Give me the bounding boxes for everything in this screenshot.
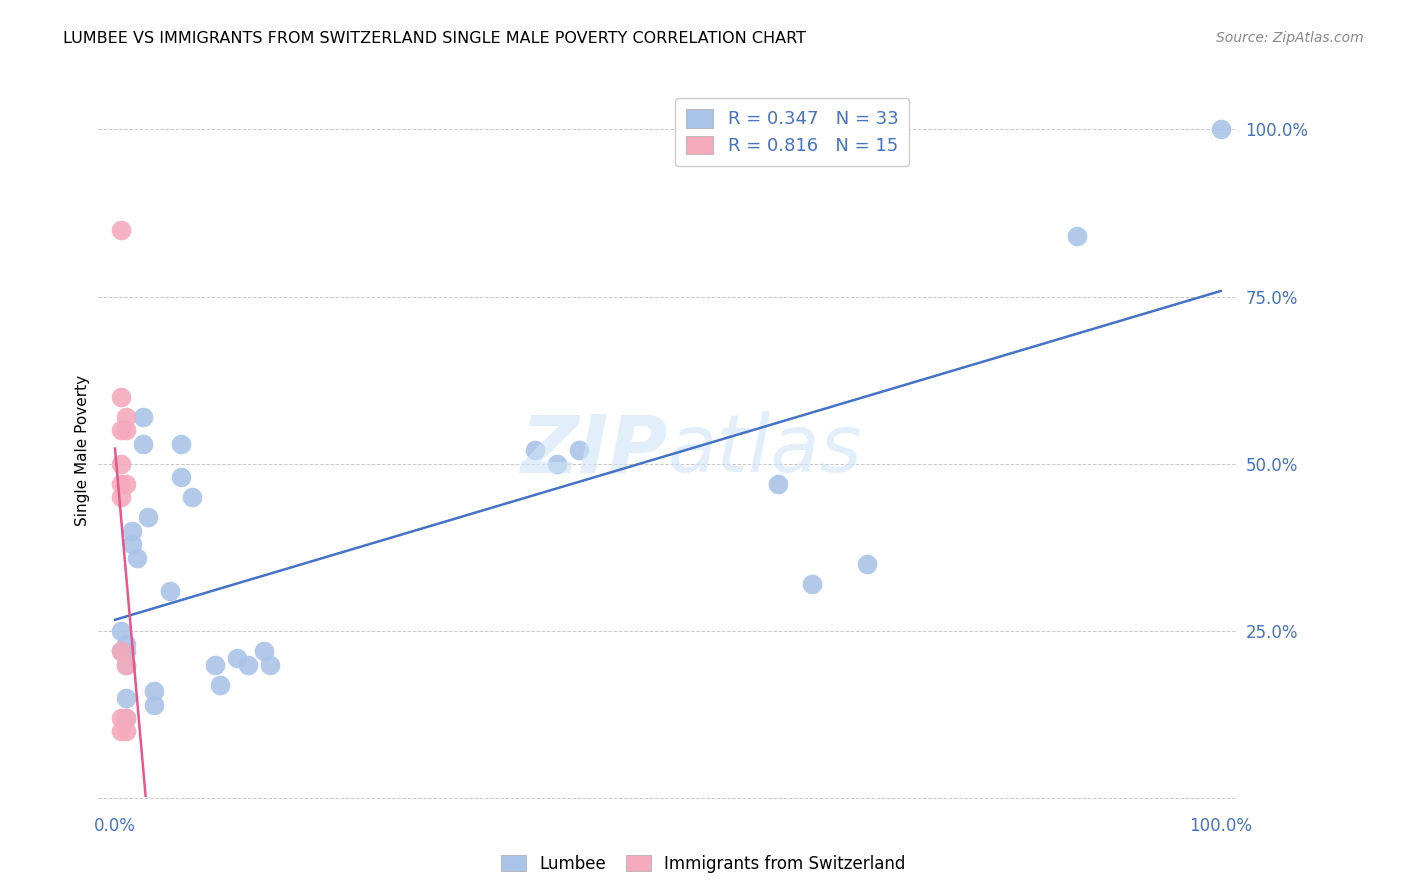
Point (110, 457, 132, 471)
Point (115, 724, 138, 739)
Point (115, 711, 138, 725)
Point (115, 476, 138, 491)
Point (170, 437, 193, 451)
Point (253, 644, 276, 658)
Point (768, 476, 790, 491)
Point (110, 491, 132, 505)
Point (121, 537, 143, 551)
Point (142, 684, 165, 698)
Point (568, 443, 591, 458)
Legend: R = 0.347   N = 33, R = 0.816   N = 15: R = 0.347 N = 33, R = 0.816 N = 15 (675, 98, 910, 166)
Text: ZIP: ZIP (520, 411, 668, 490)
Point (127, 550, 149, 565)
Text: LUMBEE VS IMMIGRANTS FROM SWITZERLAND SINGLE MALE POVERTY CORRELATION CHART: LUMBEE VS IMMIGRANTS FROM SWITZERLAND SI… (63, 31, 806, 46)
Text: atlas: atlas (668, 411, 863, 490)
Point (209, 678, 232, 692)
Point (110, 644, 132, 658)
Point (142, 698, 165, 712)
Point (110, 644, 132, 658)
Point (110, 390, 132, 404)
Point (170, 470, 193, 484)
Point (800, 577, 823, 591)
Point (110, 724, 132, 739)
Point (110, 711, 132, 725)
Point (546, 457, 568, 471)
Point (115, 637, 138, 651)
Y-axis label: Single Male Poverty: Single Male Poverty (75, 375, 90, 526)
Point (856, 557, 879, 572)
Point (115, 424, 138, 438)
Point (1066, 229, 1088, 244)
Point (524, 443, 547, 458)
Point (181, 491, 204, 505)
Point (115, 691, 138, 706)
Point (131, 410, 153, 425)
Point (131, 437, 153, 451)
Point (225, 651, 247, 665)
Point (115, 644, 138, 658)
Point (204, 657, 226, 672)
Point (115, 657, 138, 672)
Point (115, 711, 138, 725)
Point (110, 476, 132, 491)
Point (110, 223, 132, 237)
Point (159, 584, 181, 599)
Point (136, 510, 159, 524)
Point (110, 624, 132, 639)
Point (115, 657, 138, 672)
Point (110, 424, 132, 438)
Point (259, 657, 281, 672)
Point (236, 657, 259, 672)
Point (115, 410, 138, 425)
Point (121, 524, 143, 538)
Point (1209, 122, 1232, 136)
Text: Source: ZipAtlas.com: Source: ZipAtlas.com (1216, 31, 1364, 45)
Legend: Lumbee, Immigrants from Switzerland: Lumbee, Immigrants from Switzerland (494, 848, 912, 880)
